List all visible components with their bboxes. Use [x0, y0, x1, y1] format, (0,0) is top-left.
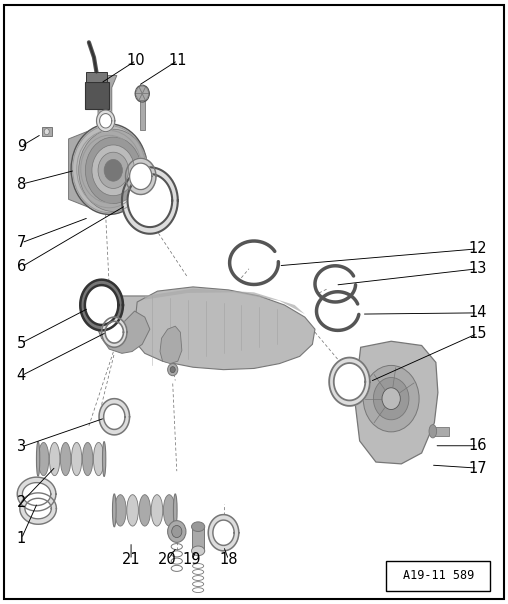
Polygon shape	[334, 363, 365, 400]
Circle shape	[373, 378, 409, 420]
Polygon shape	[329, 358, 370, 406]
Polygon shape	[17, 477, 56, 511]
Text: 16: 16	[468, 439, 487, 453]
Text: 17: 17	[468, 461, 487, 475]
Polygon shape	[100, 114, 112, 128]
Polygon shape	[160, 326, 182, 364]
Circle shape	[98, 152, 129, 188]
Polygon shape	[98, 76, 117, 126]
Circle shape	[79, 129, 148, 211]
Ellipse shape	[173, 494, 177, 527]
Polygon shape	[104, 404, 125, 429]
Polygon shape	[80, 280, 123, 330]
Polygon shape	[25, 498, 51, 519]
Text: 3: 3	[17, 440, 26, 454]
Polygon shape	[22, 483, 51, 506]
Polygon shape	[105, 321, 123, 343]
Polygon shape	[85, 285, 118, 325]
Polygon shape	[97, 296, 178, 347]
Polygon shape	[145, 289, 305, 314]
Bar	[140, 100, 145, 130]
Text: 7: 7	[17, 236, 26, 250]
Polygon shape	[135, 86, 142, 94]
Polygon shape	[99, 399, 130, 435]
Circle shape	[363, 365, 419, 432]
Polygon shape	[125, 158, 156, 194]
Polygon shape	[142, 86, 149, 94]
Circle shape	[382, 388, 400, 410]
Ellipse shape	[164, 495, 175, 526]
Text: 13: 13	[468, 262, 487, 276]
Ellipse shape	[72, 442, 82, 476]
Ellipse shape	[49, 442, 60, 476]
Text: 10: 10	[127, 53, 145, 68]
Text: 21: 21	[122, 553, 140, 567]
Ellipse shape	[82, 442, 93, 476]
Polygon shape	[69, 127, 114, 211]
Text: 2: 2	[17, 495, 26, 510]
Polygon shape	[128, 174, 172, 227]
Bar	[433, 427, 449, 436]
Circle shape	[168, 521, 186, 542]
Ellipse shape	[93, 442, 104, 476]
Polygon shape	[139, 86, 146, 94]
Circle shape	[172, 525, 182, 538]
Ellipse shape	[192, 522, 205, 532]
Polygon shape	[122, 167, 178, 234]
Polygon shape	[139, 94, 146, 101]
Polygon shape	[97, 110, 115, 132]
Ellipse shape	[39, 442, 49, 476]
Text: 15: 15	[468, 326, 487, 341]
Ellipse shape	[115, 495, 126, 526]
Polygon shape	[135, 94, 142, 101]
Bar	[42, 127, 52, 136]
Ellipse shape	[37, 442, 40, 477]
Polygon shape	[135, 287, 315, 370]
Polygon shape	[20, 493, 56, 524]
Text: 19: 19	[183, 553, 201, 567]
Circle shape	[85, 137, 141, 204]
Ellipse shape	[429, 425, 436, 438]
Polygon shape	[102, 317, 127, 347]
Circle shape	[44, 129, 49, 135]
Text: 5: 5	[17, 336, 26, 350]
Bar	[192, 527, 204, 551]
Ellipse shape	[112, 494, 116, 527]
Polygon shape	[142, 94, 149, 101]
Text: 9: 9	[17, 139, 26, 153]
Text: 14: 14	[468, 306, 487, 320]
Polygon shape	[208, 515, 239, 551]
Text: 6: 6	[17, 260, 26, 274]
Ellipse shape	[127, 495, 138, 526]
Text: 18: 18	[219, 553, 238, 567]
Circle shape	[71, 124, 147, 214]
Circle shape	[92, 145, 135, 196]
Polygon shape	[102, 311, 150, 353]
Ellipse shape	[60, 442, 71, 476]
Polygon shape	[130, 163, 152, 190]
Text: 12: 12	[468, 242, 487, 256]
Text: 4: 4	[17, 368, 26, 383]
Text: 20: 20	[158, 553, 177, 567]
Ellipse shape	[103, 442, 106, 477]
Ellipse shape	[139, 495, 150, 526]
Text: 8: 8	[17, 177, 26, 191]
Circle shape	[104, 159, 122, 181]
Text: A19-11 589: A19-11 589	[402, 569, 474, 582]
Ellipse shape	[151, 495, 163, 526]
Polygon shape	[355, 341, 438, 464]
Circle shape	[168, 364, 178, 376]
Polygon shape	[213, 520, 234, 545]
FancyBboxPatch shape	[386, 561, 490, 591]
Circle shape	[170, 367, 175, 373]
Polygon shape	[85, 82, 109, 109]
Polygon shape	[338, 368, 356, 396]
Bar	[86, 72, 107, 82]
Text: 11: 11	[169, 53, 187, 68]
Text: 1: 1	[17, 532, 26, 546]
Ellipse shape	[192, 546, 205, 556]
